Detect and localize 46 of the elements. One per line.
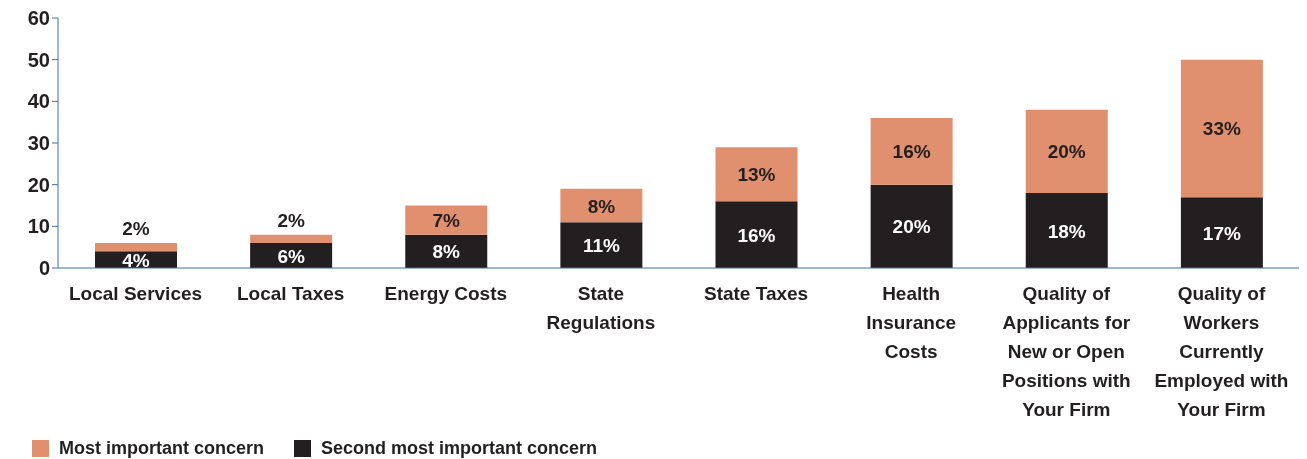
bar	[250, 234, 333, 243]
data-label: 11%	[582, 235, 620, 257]
data-label: 18%	[1047, 220, 1086, 242]
y-tick-label: 60	[27, 7, 50, 30]
x-tick-label: Health Insurance Costs	[866, 283, 957, 362]
x-tick-label: Quality of Applicants for New or Open Positions with Your Firm	[1001, 283, 1131, 420]
bar	[560, 188, 643, 223]
data-label: 2%	[277, 209, 305, 231]
y-tick-label: 30	[27, 132, 50, 155]
bar	[1025, 193, 1108, 268]
x-tick-label: State Taxes	[703, 283, 809, 304]
x-tick-label: Quality of Workers Currently Employed with Your Firm	[1154, 283, 1289, 420]
legend-label: Second most important concern	[321, 438, 598, 459]
x-tick-label: Local Taxes	[237, 283, 345, 304]
bar	[95, 243, 177, 252]
data-label: 4%	[122, 249, 150, 271]
data-label: 16%	[737, 224, 776, 246]
y-tick-label: 40	[27, 90, 50, 113]
bar	[715, 201, 798, 268]
y-tick-label: 20	[27, 173, 50, 196]
y-tick-label: 50	[27, 48, 50, 71]
data-label: 33%	[1202, 118, 1241, 140]
bar	[560, 222, 643, 268]
data-label: 8%	[432, 241, 461, 263]
bar	[870, 118, 953, 185]
data-label: 13%	[737, 164, 776, 186]
data-label: 20%	[892, 216, 931, 238]
data-label: 16%	[892, 141, 931, 163]
x-tick-label: State Regulations	[546, 283, 656, 333]
data-label: 6%	[277, 245, 305, 267]
bar	[1025, 109, 1108, 193]
bar	[1180, 59, 1263, 198]
data-label: 7%	[432, 210, 461, 232]
legend-label: Most important concern	[59, 438, 265, 459]
y-tick-label: 0	[38, 257, 50, 280]
y-tick-label: 10	[27, 215, 50, 238]
x-tick-label: Local Services	[69, 283, 203, 304]
data-label: 17%	[1202, 222, 1241, 244]
bar	[715, 147, 798, 202]
data-label: 2%	[122, 218, 150, 239]
x-tick-label: Energy Costs	[384, 283, 508, 304]
bar	[870, 184, 953, 268]
data-label: 20%	[1047, 141, 1086, 163]
bar	[405, 205, 488, 235]
data-label: 8%	[587, 195, 616, 217]
bar	[1180, 197, 1263, 268]
